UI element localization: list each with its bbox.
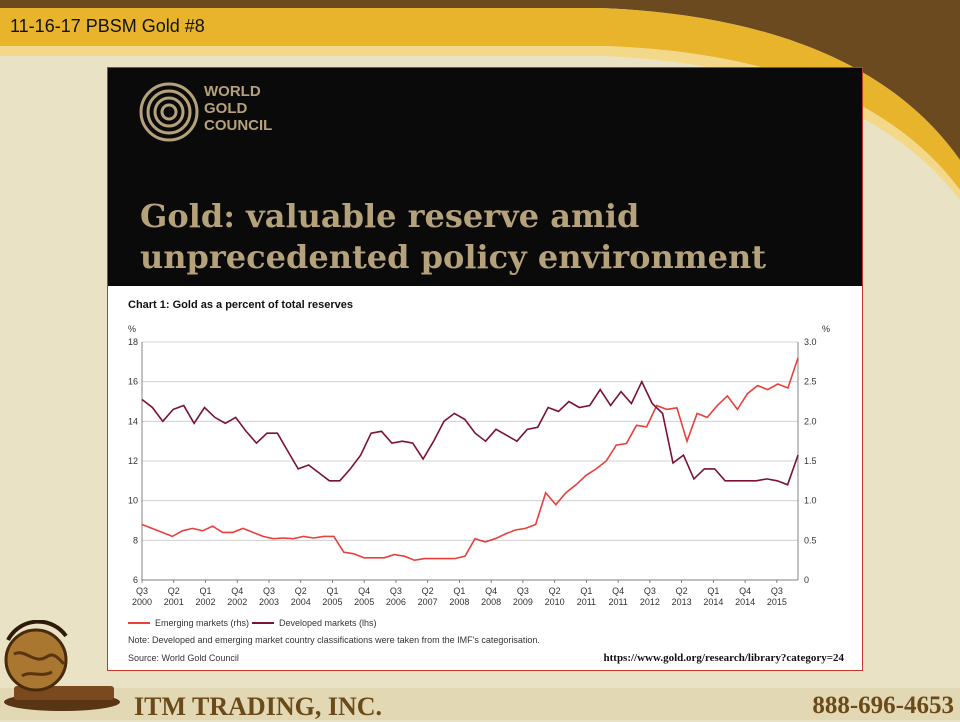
x-tick-quarter: Q2 xyxy=(676,586,688,596)
x-tick-quarter: Q1 xyxy=(580,586,592,596)
x-tick-year: 2012 xyxy=(640,597,660,607)
x-tick-quarter: Q2 xyxy=(422,586,434,596)
x-tick-year: 2002 xyxy=(227,597,247,607)
y-tick-right: 1.0 xyxy=(804,496,817,506)
y-tick-right: 3.0 xyxy=(804,337,817,347)
x-tick-quarter: Q3 xyxy=(517,586,529,596)
x-tick-quarter: Q3 xyxy=(136,586,148,596)
y-tick-right: 0 xyxy=(804,575,809,585)
company-name: ITM TRADING, INC. xyxy=(134,692,382,721)
series-line-developed xyxy=(141,379,799,486)
x-tick-year: 2005 xyxy=(354,597,374,607)
headline-line: unprecedented policy environment xyxy=(140,238,766,276)
slide-title: 11-16-17 PBSM Gold #8 xyxy=(10,16,205,36)
x-tick-quarter: Q4 xyxy=(231,586,243,596)
y-unit-right: % xyxy=(822,324,830,334)
x-tick-year: 2008 xyxy=(449,597,469,607)
x-tick-quarter: Q1 xyxy=(707,586,719,596)
x-tick-year: 2014 xyxy=(735,597,755,607)
wgc-logo-text: WORLD GOLD COUNCIL xyxy=(204,83,272,134)
x-tick-quarter: Q2 xyxy=(549,586,561,596)
report-header: WORLD GOLD COUNCIL Gold: valuable reserv… xyxy=(108,68,862,286)
gold-reserves-chart: Chart 1: Gold as a percent of total rese… xyxy=(128,299,845,664)
x-tick-year: 2011 xyxy=(577,597,596,607)
x-tick-quarter: Q3 xyxy=(263,586,275,596)
x-tick-quarter: Q3 xyxy=(771,586,783,596)
company-phone: 888-696-4653 xyxy=(812,692,954,719)
x-tick-quarter: Q2 xyxy=(168,586,180,596)
logo-line: GOLD xyxy=(204,100,248,117)
x-tick-year: 2008 xyxy=(481,597,501,607)
y-tick-right: 2.5 xyxy=(804,377,817,387)
y-tick-left: 14 xyxy=(128,416,138,426)
x-tick-year: 2015 xyxy=(767,597,787,607)
headline-line: Gold: valuable reserve amid xyxy=(140,197,640,235)
y-tick-right: 1.5 xyxy=(804,456,817,466)
x-tick-year: 2013 xyxy=(672,597,692,607)
report-card: WORLD GOLD COUNCIL Gold: valuable reserv… xyxy=(107,67,863,671)
source-url: https://www.gold.org/research/library?ca… xyxy=(604,652,845,664)
logo-line: WORLD xyxy=(204,83,261,100)
globe-icon xyxy=(4,620,120,711)
chart-title: Chart 1: Gold as a percent of total rese… xyxy=(128,299,353,311)
x-tick-quarter: Q3 xyxy=(390,586,402,596)
x-tick-quarter: Q1 xyxy=(199,586,211,596)
chart-source: Source: World Gold Council xyxy=(128,653,239,663)
series-line-emerging xyxy=(141,357,799,562)
x-tick-year: 2006 xyxy=(386,597,406,607)
x-tick-quarter: Q2 xyxy=(295,586,307,596)
y-tick-left: 10 xyxy=(128,496,138,506)
legend-label: Developed markets (lhs) xyxy=(279,618,377,628)
x-tick-year: 2002 xyxy=(195,597,215,607)
x-tick-year: 2011 xyxy=(608,597,627,607)
x-tick-quarter: Q1 xyxy=(326,586,338,596)
x-tick-year: 2000 xyxy=(132,597,152,607)
logo-line: COUNCIL xyxy=(204,117,273,134)
y-tick-left: 12 xyxy=(128,456,138,466)
report-headline: Gold: valuable reserve amid unprecedente… xyxy=(140,196,766,278)
x-tick-quarter: Q4 xyxy=(612,586,624,596)
x-tick-year: 2001 xyxy=(164,597,184,607)
wgc-logo-icon xyxy=(139,82,199,142)
x-tick-year: 2014 xyxy=(703,597,723,607)
x-tick-year: 2003 xyxy=(259,597,279,607)
x-tick-year: 2005 xyxy=(322,597,342,607)
legend-label: Emerging markets (rhs) xyxy=(155,618,249,628)
x-tick-quarter: Q3 xyxy=(644,586,656,596)
y-tick-right: 2.0 xyxy=(804,416,817,426)
x-tick-quarter: Q4 xyxy=(485,586,497,596)
chart-note: Note: Developed and emerging market coun… xyxy=(128,635,540,645)
x-tick-quarter: Q4 xyxy=(358,586,370,596)
x-tick-quarter: Q4 xyxy=(739,586,751,596)
y-tick-left: 8 xyxy=(133,535,138,545)
x-tick-year: 2009 xyxy=(513,597,533,607)
y-tick-left: 18 xyxy=(128,337,138,347)
x-tick-year: 2010 xyxy=(545,597,565,607)
x-tick-year: 2007 xyxy=(418,597,438,607)
y-unit-left: % xyxy=(128,324,136,334)
y-tick-left: 16 xyxy=(128,377,138,387)
x-tick-year: 2004 xyxy=(291,597,311,607)
y-tick-right: 0.5 xyxy=(804,535,817,545)
x-tick-quarter: Q1 xyxy=(453,586,465,596)
y-tick-left: 6 xyxy=(133,575,138,585)
